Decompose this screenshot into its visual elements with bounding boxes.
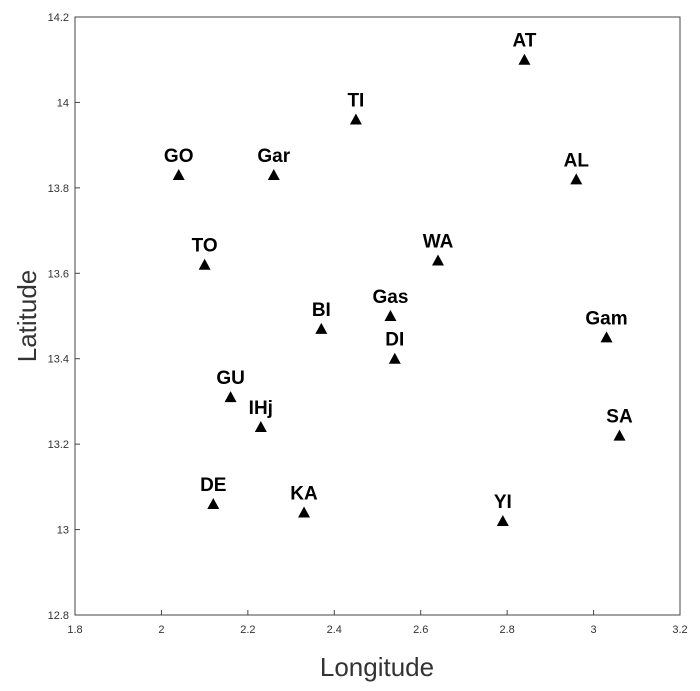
point-label: GO xyxy=(164,146,194,167)
x-tick-label: 2.4 xyxy=(327,624,342,636)
triangle-marker xyxy=(613,429,626,441)
point-label: DI xyxy=(385,330,404,351)
triangle-marker xyxy=(518,53,531,65)
point-label: TI xyxy=(347,91,364,112)
triangle-marker xyxy=(388,352,401,364)
y-axis-ticks: 12.8 13 13.2 13.4 13.6 13.8 14 14.2 xyxy=(48,12,80,622)
x-tick-label: 3.2 xyxy=(672,624,687,636)
triangle-marker xyxy=(432,254,444,266)
y-tick-label: 13.2 xyxy=(48,439,69,451)
x-tick-label: 2.6 xyxy=(413,624,428,636)
point-label: AT xyxy=(512,31,536,52)
triangle-marker xyxy=(172,169,185,181)
x-tick-label: 2.8 xyxy=(499,624,514,636)
x-axis-ticks: 1.8 2 2.2 2.4 2.6 2.8 3 3.2 xyxy=(67,610,688,636)
x-tick-label: 3 xyxy=(591,624,597,636)
x-tick-label: 2.2 xyxy=(240,624,255,636)
x-axis-title: Longitude xyxy=(320,652,434,682)
y-tick-label: 13.6 xyxy=(48,268,69,280)
y-tick-label: 14.2 xyxy=(48,12,69,24)
y-axis-title: Latitude xyxy=(12,270,42,363)
plot-frame xyxy=(74,16,681,616)
point-label: Gas xyxy=(373,287,409,308)
x-tick-label: 1.8 xyxy=(67,624,82,636)
point-label: Gar xyxy=(257,146,290,167)
triangle-marker xyxy=(298,506,311,518)
y-tick-label: 13 xyxy=(57,525,69,537)
point-label: DE xyxy=(200,475,226,496)
point-label: KA xyxy=(290,483,318,504)
triangle-marker xyxy=(267,169,280,181)
triangle-marker xyxy=(198,258,211,270)
triangle-marker xyxy=(254,421,267,433)
triangle-marker xyxy=(570,173,583,185)
point-label: YI xyxy=(494,492,512,513)
point-label: IHj xyxy=(249,398,273,419)
triangle-marker xyxy=(349,113,362,125)
point-label: AL xyxy=(564,150,590,171)
y-tick-label: 13.4 xyxy=(48,354,69,366)
triangle-marker xyxy=(600,331,613,343)
point-label: GU xyxy=(216,368,245,389)
point-label: SA xyxy=(606,407,633,428)
triangle-marker xyxy=(224,391,237,403)
triangle-marker xyxy=(207,497,220,509)
y-tick-label: 13.8 xyxy=(48,183,69,195)
point-label: Gam xyxy=(585,308,627,329)
x-tick-label: 2 xyxy=(158,624,164,636)
triangle-marker xyxy=(496,515,509,527)
triangle-marker xyxy=(315,322,328,334)
y-tick-label: 12.8 xyxy=(48,610,69,622)
triangle-marker xyxy=(384,310,397,321)
point-label: WA xyxy=(423,231,454,252)
y-tick-label: 14 xyxy=(57,97,69,109)
point-label: BI xyxy=(312,300,331,321)
point-label: TO xyxy=(192,236,218,257)
